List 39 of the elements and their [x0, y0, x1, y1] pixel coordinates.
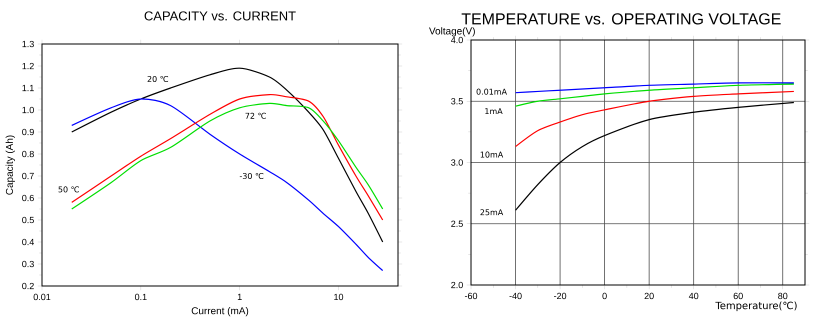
- y-tick-label: 0.9: [22, 128, 34, 136]
- y-tick-label: 1.2: [22, 62, 34, 70]
- x-axis-title: Current (mA): [192, 306, 248, 316]
- y-tick-label: 0.8: [22, 150, 34, 158]
- y-axis-title: Voltage(V): [429, 27, 475, 36]
- x-tick-label: -20: [554, 292, 566, 300]
- y-tick-label: 1.1: [22, 84, 34, 92]
- line-series: [514, 84, 794, 107]
- y-tick-label: 0.5: [22, 216, 34, 224]
- x-tick-label: 60: [734, 292, 743, 300]
- y-tick-label: 0.2: [22, 282, 34, 290]
- x-axis-title: Temperature(℃): [715, 302, 797, 312]
- y-tick-label: 4.0: [450, 36, 463, 44]
- y-tick-label: 3.0: [451, 159, 463, 166]
- x-tick-label: 10: [334, 294, 344, 300]
- y-tick-label: 1.3: [22, 40, 34, 48]
- y-tick-label: 0.3: [22, 260, 34, 268]
- y-tick-label: 0.4: [22, 238, 34, 246]
- chart-title: CAPACITY vs. CURRENT: [144, 11, 296, 20]
- chart-title: TEMPERATURE vs. OPERATING VOLTAGE: [462, 13, 781, 24]
- y-tick-label: 0.7: [22, 172, 34, 180]
- y-tick-label: 2.0: [451, 282, 463, 288]
- y-tick-label: 1.0: [22, 106, 34, 114]
- line-series: [514, 102, 794, 211]
- x-tick-label: -60: [464, 292, 478, 300]
- y-tick-label: 3.5: [451, 98, 463, 104]
- line-series: [514, 82, 794, 94]
- x-tick-label: 0.1: [134, 294, 147, 300]
- x-tick-label: -40: [509, 292, 522, 300]
- y-tick-label: 0.6: [22, 194, 34, 202]
- x-tick-label: 1: [238, 294, 242, 300]
- x-tick-label: 80: [778, 292, 788, 300]
- line-series: [514, 90, 794, 148]
- x-tick-label: 20: [644, 292, 654, 300]
- x-tick-label: 40: [688, 292, 698, 300]
- y-axis-title: Capacity (Ah): [6, 135, 15, 195]
- x-tick-label: 0.01: [34, 294, 50, 300]
- y-tick-label: 2.5: [451, 220, 463, 227]
- x-tick-label: 0: [602, 292, 607, 300]
